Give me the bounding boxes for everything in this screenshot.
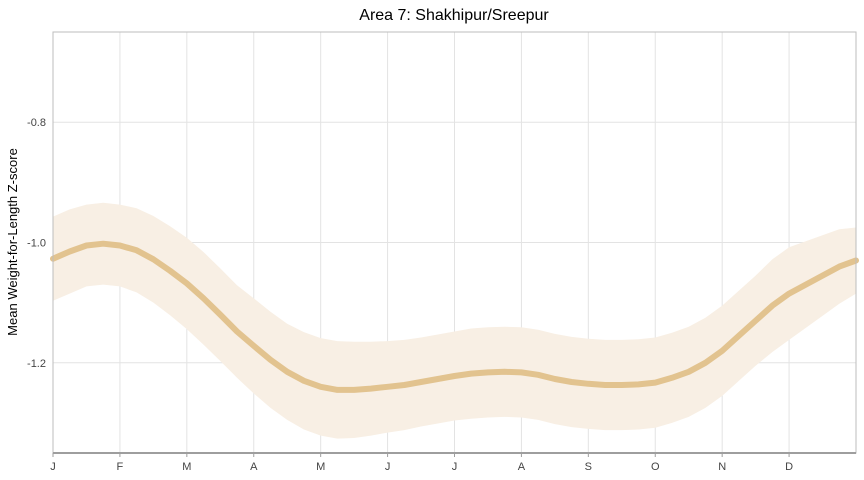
y-tick-label: -1.2 [27, 358, 46, 370]
x-tick-label: J [50, 461, 56, 473]
x-tick-label: S [585, 461, 592, 473]
x-tick-label: F [117, 461, 124, 473]
x-tick-label: O [651, 461, 660, 473]
x-tick-label: N [718, 461, 726, 473]
x-tick-label: D [785, 461, 793, 473]
y-tick-label: -1.0 [27, 238, 46, 250]
x-tick-label: M [182, 461, 191, 473]
chart-title: Area 7: Shakhipur/Sreepur [359, 7, 549, 24]
x-tick-label: J [385, 461, 391, 473]
x-tick-label: A [518, 461, 526, 473]
y-axis-label: Mean Weight-for-Length Z-score [5, 148, 20, 336]
series-line [50, 240, 859, 393]
x-tick-label: J [452, 461, 458, 473]
y-tick-label: -0.8 [27, 117, 46, 129]
x-tick-label: A [250, 461, 258, 473]
tick-labels: J F M A M J J A S O N D -0.8 -1.0 -1.2 [27, 117, 793, 473]
x-tick-label: M [316, 461, 325, 473]
